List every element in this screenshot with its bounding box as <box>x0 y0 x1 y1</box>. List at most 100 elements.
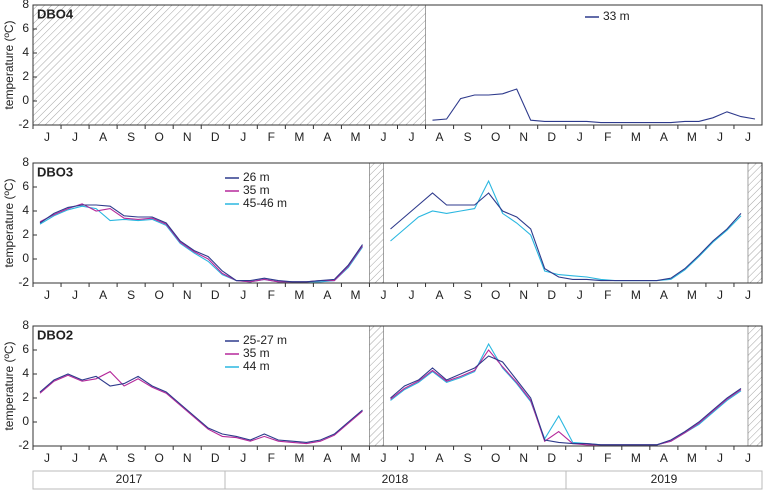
legend-label: 25-27 m <box>243 333 287 347</box>
x-tick-label: J <box>717 130 723 144</box>
panel: DBO4 temperature (ºC)-2 0 2 4 6 8 J J A S O N D J F M A M J… <box>2 0 763 144</box>
x-tick-label: O <box>155 451 164 465</box>
x-tick-label: F <box>604 288 611 302</box>
year-row: 2017 2018 2019 <box>32 470 763 490</box>
x-tick-label: J <box>44 130 50 144</box>
x-tick-label: A <box>436 130 444 144</box>
panel: DBO2 temperature (ºC)-2 0 2 4 6 8 J J A S O N D J F M A M J… <box>2 318 763 465</box>
x-tick-label: A <box>323 451 331 465</box>
y-tick-label: 8 <box>22 155 29 169</box>
x-tick-label: J <box>577 451 583 465</box>
y-tick-label: -2 <box>18 117 29 131</box>
x-tick-label: M <box>687 288 697 302</box>
y-tick-label: 2 <box>22 69 29 83</box>
x-tick-label: J <box>717 288 723 302</box>
panel: DBO3 temperature (ºC)-2 0 2 4 6 8 J J A S O N D J F M A M J… <box>2 155 763 302</box>
x-tick-label: J <box>577 130 583 144</box>
x-tick-label: M <box>294 130 304 144</box>
legend-label: 26 m <box>243 170 270 184</box>
x-tick-label: F <box>268 130 275 144</box>
x-tick-label: O <box>491 130 500 144</box>
x-tick-label: A <box>323 288 331 302</box>
y-axis-label: temperature (ºC) <box>2 341 16 430</box>
x-tick-label: N <box>183 130 192 144</box>
x-tick-label: M <box>631 288 641 302</box>
year-label: 2017 <box>116 472 143 486</box>
x-tick-label: J <box>409 130 415 144</box>
y-tick-label: 4 <box>22 366 29 380</box>
y-tick-label: 2 <box>22 227 29 241</box>
no-data-hatch <box>369 162 384 284</box>
x-tick-label: S <box>127 451 135 465</box>
x-tick-label: O <box>155 288 164 302</box>
x-tick-label: J <box>240 130 246 144</box>
legend-label: 44 m <box>243 359 270 373</box>
x-tick-label: O <box>155 130 164 144</box>
panel-title: DBO4 <box>37 6 74 21</box>
plot-frame <box>32 4 763 126</box>
year-label: 2019 <box>651 472 678 486</box>
x-tick-label: A <box>660 451 668 465</box>
x-tick-label: J <box>409 288 415 302</box>
y-tick-label: -2 <box>18 275 29 289</box>
x-tick-label: A <box>660 288 668 302</box>
x-tick-label: S <box>464 451 472 465</box>
legend-label: 35 m <box>243 346 270 360</box>
x-tick-label: J <box>72 451 78 465</box>
x-tick-label: M <box>294 451 304 465</box>
x-tick-label: D <box>211 288 220 302</box>
x-tick-label: J <box>745 288 751 302</box>
x-tick-label: A <box>660 130 668 144</box>
panel-title: DBO2 <box>37 327 73 342</box>
x-tick-label: M <box>294 288 304 302</box>
no-data-hatch <box>747 325 763 447</box>
x-tick-label: F <box>604 130 611 144</box>
x-tick-label: J <box>380 451 386 465</box>
series-line <box>39 203 363 283</box>
y-tick-label: 0 <box>22 414 29 428</box>
series-line <box>432 88 756 124</box>
x-tick-label: N <box>519 130 528 144</box>
x-tick-label: A <box>323 130 331 144</box>
y-tick-label: 0 <box>22 251 29 265</box>
x-tick-label: J <box>380 130 386 144</box>
x-tick-label: S <box>464 130 472 144</box>
x-tick-label: A <box>436 288 444 302</box>
y-tick-label: 2 <box>22 390 29 404</box>
y-tick-label: 6 <box>22 21 29 35</box>
series-line <box>39 179 742 283</box>
no-data-hatch <box>32 4 426 126</box>
x-tick-label: M <box>631 130 641 144</box>
x-tick-label: J <box>745 130 751 144</box>
plot-frame <box>32 325 763 447</box>
x-tick-label: O <box>491 288 500 302</box>
x-tick-label: N <box>519 451 528 465</box>
legend-label: 35 m <box>243 183 270 197</box>
panel-title: DBO3 <box>37 164 73 179</box>
y-tick-label: 8 <box>22 318 29 332</box>
x-tick-label: M <box>350 288 360 302</box>
year-label: 2018 <box>382 472 409 486</box>
x-tick-label: D <box>547 451 556 465</box>
x-tick-label: D <box>211 451 220 465</box>
x-tick-label: S <box>127 130 135 144</box>
y-axis-label: temperature (ºC) <box>2 20 16 109</box>
x-tick-label: J <box>240 451 246 465</box>
x-tick-label: J <box>380 288 386 302</box>
x-tick-label: J <box>240 288 246 302</box>
no-data-hatch <box>747 162 763 284</box>
x-tick-label: A <box>99 130 107 144</box>
x-tick-label: D <box>547 288 556 302</box>
x-tick-label: A <box>436 451 444 465</box>
y-tick-label: 0 <box>22 93 29 107</box>
x-tick-label: D <box>547 130 556 144</box>
x-tick-label: M <box>631 451 641 465</box>
x-tick-label: J <box>409 451 415 465</box>
x-tick-label: F <box>268 288 275 302</box>
x-tick-label: J <box>44 288 50 302</box>
x-tick-label: J <box>745 451 751 465</box>
x-tick-label: S <box>127 288 135 302</box>
x-tick-label: O <box>491 451 500 465</box>
y-tick-label: 4 <box>22 203 29 217</box>
